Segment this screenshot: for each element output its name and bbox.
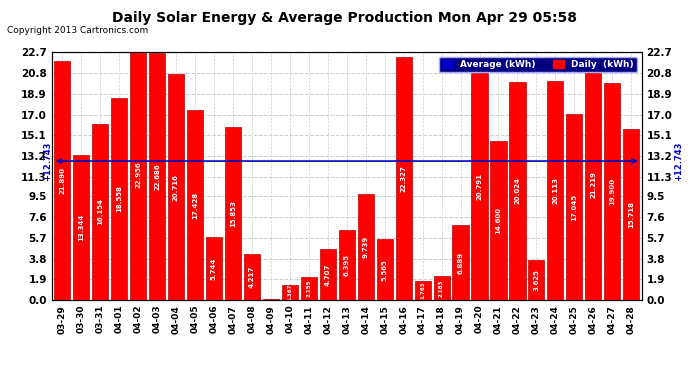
Text: 5.565: 5.565	[382, 259, 388, 280]
Bar	[509, 82, 526, 300]
Bar	[566, 114, 582, 300]
Text: 20.113: 20.113	[553, 177, 558, 204]
Legend: Average (kWh), Daily  (kWh): Average (kWh), Daily (kWh)	[439, 57, 637, 72]
Bar	[187, 110, 203, 300]
Text: 5.744: 5.744	[211, 258, 217, 280]
Text: Copyright 2013 Cartronics.com: Copyright 2013 Cartronics.com	[7, 26, 148, 35]
Text: 4.217: 4.217	[249, 266, 255, 288]
Bar	[491, 141, 506, 300]
Text: 14.600: 14.600	[495, 207, 502, 234]
Text: 1.367: 1.367	[287, 284, 293, 301]
Text: 20.716: 20.716	[173, 174, 179, 201]
Bar	[415, 281, 431, 300]
Bar	[433, 276, 450, 300]
Bar	[149, 53, 165, 300]
Bar	[73, 154, 89, 300]
Bar	[357, 194, 374, 300]
Bar	[301, 276, 317, 300]
Bar	[453, 225, 469, 300]
Bar	[92, 124, 108, 300]
Text: 1.763: 1.763	[420, 282, 425, 299]
Bar	[395, 57, 412, 300]
Text: 3.625: 3.625	[533, 269, 540, 291]
Text: 2.183: 2.183	[439, 279, 444, 297]
Bar	[623, 129, 640, 300]
Text: Daily Solar Energy & Average Production Mon Apr 29 05:58: Daily Solar Energy & Average Production …	[112, 11, 578, 25]
Text: 20.024: 20.024	[515, 177, 520, 204]
Bar	[244, 254, 260, 300]
Bar	[282, 285, 298, 300]
Bar	[471, 74, 488, 300]
Text: 16.154: 16.154	[97, 198, 103, 225]
Bar	[225, 127, 241, 300]
Bar	[263, 299, 279, 300]
Bar	[339, 230, 355, 300]
Text: 2.155: 2.155	[306, 280, 311, 297]
Text: 13.344: 13.344	[78, 214, 84, 241]
Bar	[130, 50, 146, 300]
Text: 21.890: 21.890	[59, 167, 65, 194]
Text: 20.791: 20.791	[477, 173, 482, 200]
Bar	[377, 239, 393, 300]
Bar	[206, 237, 222, 300]
Text: +12.743: +12.743	[43, 141, 52, 181]
Text: 9.739: 9.739	[363, 236, 368, 258]
Bar	[54, 62, 70, 300]
Text: 6.889: 6.889	[457, 251, 464, 273]
Text: 15.853: 15.853	[230, 200, 236, 227]
Text: 19.900: 19.900	[609, 178, 615, 205]
Text: 22.686: 22.686	[154, 163, 160, 190]
Text: 15.718: 15.718	[629, 201, 634, 228]
Text: 17.428: 17.428	[192, 191, 198, 219]
Text: +12.743: +12.743	[674, 141, 683, 181]
Bar	[111, 98, 127, 300]
Bar	[547, 81, 564, 300]
Bar	[529, 261, 544, 300]
Text: 22.327: 22.327	[401, 165, 406, 192]
Text: 4.707: 4.707	[325, 263, 331, 285]
Bar	[319, 249, 336, 300]
Text: 22.956: 22.956	[135, 162, 141, 188]
Bar	[168, 74, 184, 300]
Text: 18.558: 18.558	[116, 185, 122, 212]
Text: 6.395: 6.395	[344, 254, 350, 276]
Text: 17.045: 17.045	[571, 194, 578, 220]
Text: 21.219: 21.219	[591, 171, 596, 198]
Bar	[585, 69, 602, 300]
Bar	[604, 83, 620, 300]
